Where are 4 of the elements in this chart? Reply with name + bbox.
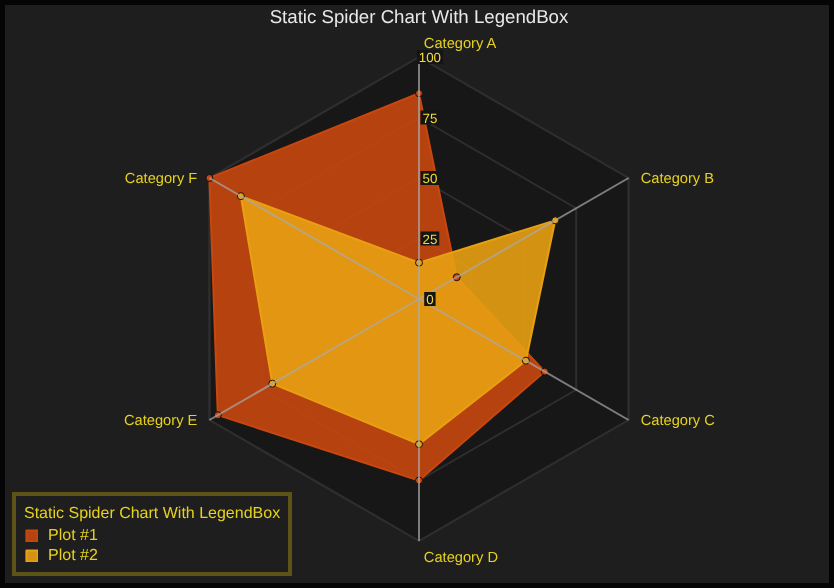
legend-label: Plot #1 [48,526,98,544]
chart-title: Static Spider Chart With LegendBox [269,7,569,27]
legend-label: Plot #2 [48,546,98,564]
legend-title: Static Spider Chart With LegendBox [24,504,281,522]
